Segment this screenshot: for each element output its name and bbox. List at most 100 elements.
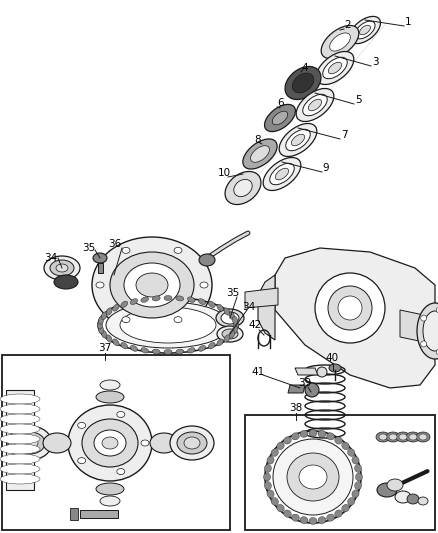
Ellipse shape: [389, 434, 397, 440]
Ellipse shape: [350, 17, 381, 44]
Ellipse shape: [303, 94, 327, 116]
Ellipse shape: [265, 464, 272, 472]
Ellipse shape: [102, 437, 118, 449]
Bar: [6, 390, 34, 490]
Ellipse shape: [271, 449, 279, 456]
Ellipse shape: [176, 349, 184, 354]
Ellipse shape: [94, 430, 126, 456]
Ellipse shape: [170, 426, 214, 460]
Ellipse shape: [0, 404, 40, 414]
Ellipse shape: [309, 430, 317, 437]
Ellipse shape: [426, 313, 438, 349]
Polygon shape: [258, 275, 275, 340]
Ellipse shape: [174, 317, 182, 322]
Ellipse shape: [229, 330, 235, 338]
Ellipse shape: [0, 434, 40, 444]
Text: 5: 5: [355, 95, 361, 105]
Bar: [70, 508, 78, 520]
Ellipse shape: [292, 73, 314, 93]
Ellipse shape: [122, 247, 130, 253]
Ellipse shape: [234, 180, 252, 197]
Ellipse shape: [131, 298, 138, 304]
Ellipse shape: [222, 329, 238, 339]
Ellipse shape: [272, 111, 288, 125]
Ellipse shape: [251, 146, 269, 162]
Ellipse shape: [50, 260, 74, 276]
Ellipse shape: [338, 296, 362, 320]
Ellipse shape: [96, 483, 124, 495]
Ellipse shape: [315, 273, 385, 343]
Ellipse shape: [436, 349, 438, 355]
Ellipse shape: [283, 437, 291, 444]
Text: 42: 42: [248, 320, 261, 330]
Ellipse shape: [56, 264, 68, 272]
Ellipse shape: [318, 430, 326, 438]
Ellipse shape: [44, 256, 80, 280]
Ellipse shape: [99, 326, 104, 334]
Ellipse shape: [0, 394, 40, 404]
Ellipse shape: [323, 57, 347, 79]
Ellipse shape: [418, 497, 428, 505]
Ellipse shape: [273, 439, 353, 515]
Text: 2: 2: [345, 20, 351, 30]
Ellipse shape: [318, 516, 326, 524]
Polygon shape: [288, 385, 305, 393]
Text: 34: 34: [242, 302, 256, 312]
Ellipse shape: [174, 247, 182, 253]
Text: 4: 4: [302, 63, 308, 73]
Ellipse shape: [184, 437, 200, 449]
Text: 35: 35: [82, 243, 95, 253]
Ellipse shape: [287, 453, 339, 501]
Ellipse shape: [54, 275, 78, 289]
Ellipse shape: [406, 432, 420, 442]
Ellipse shape: [330, 33, 350, 51]
Ellipse shape: [221, 312, 239, 324]
Ellipse shape: [355, 482, 362, 490]
Polygon shape: [295, 368, 318, 375]
Ellipse shape: [265, 104, 296, 132]
Ellipse shape: [352, 490, 359, 498]
Ellipse shape: [15, 432, 45, 454]
Ellipse shape: [342, 442, 349, 450]
Ellipse shape: [296, 88, 334, 122]
Ellipse shape: [342, 504, 349, 512]
Ellipse shape: [265, 482, 272, 490]
Text: 41: 41: [251, 367, 265, 377]
Ellipse shape: [327, 433, 335, 440]
Ellipse shape: [22, 437, 38, 449]
Ellipse shape: [399, 434, 407, 440]
Ellipse shape: [117, 469, 125, 474]
Ellipse shape: [263, 157, 301, 190]
Ellipse shape: [335, 510, 343, 517]
Ellipse shape: [386, 432, 400, 442]
Ellipse shape: [98, 321, 102, 329]
Ellipse shape: [329, 364, 341, 372]
Ellipse shape: [279, 124, 317, 157]
Ellipse shape: [291, 433, 299, 440]
Ellipse shape: [136, 273, 168, 297]
Text: 8: 8: [254, 135, 261, 145]
Ellipse shape: [122, 317, 130, 322]
Ellipse shape: [417, 303, 438, 359]
Text: 9: 9: [323, 163, 329, 173]
Ellipse shape: [0, 414, 40, 424]
Ellipse shape: [152, 296, 160, 301]
Ellipse shape: [243, 139, 277, 169]
Bar: [98, 263, 103, 273]
Ellipse shape: [96, 282, 104, 288]
Ellipse shape: [335, 437, 343, 444]
Ellipse shape: [348, 498, 355, 505]
Text: 1: 1: [405, 17, 411, 27]
Ellipse shape: [387, 479, 403, 491]
Ellipse shape: [277, 504, 284, 512]
Ellipse shape: [407, 494, 419, 504]
Text: 40: 40: [325, 353, 339, 363]
Bar: [8, 435, 32, 442]
Ellipse shape: [198, 298, 206, 304]
Ellipse shape: [164, 295, 172, 301]
Ellipse shape: [283, 510, 291, 517]
Ellipse shape: [200, 282, 208, 288]
Ellipse shape: [264, 473, 271, 481]
Ellipse shape: [229, 312, 235, 320]
Ellipse shape: [0, 464, 40, 474]
